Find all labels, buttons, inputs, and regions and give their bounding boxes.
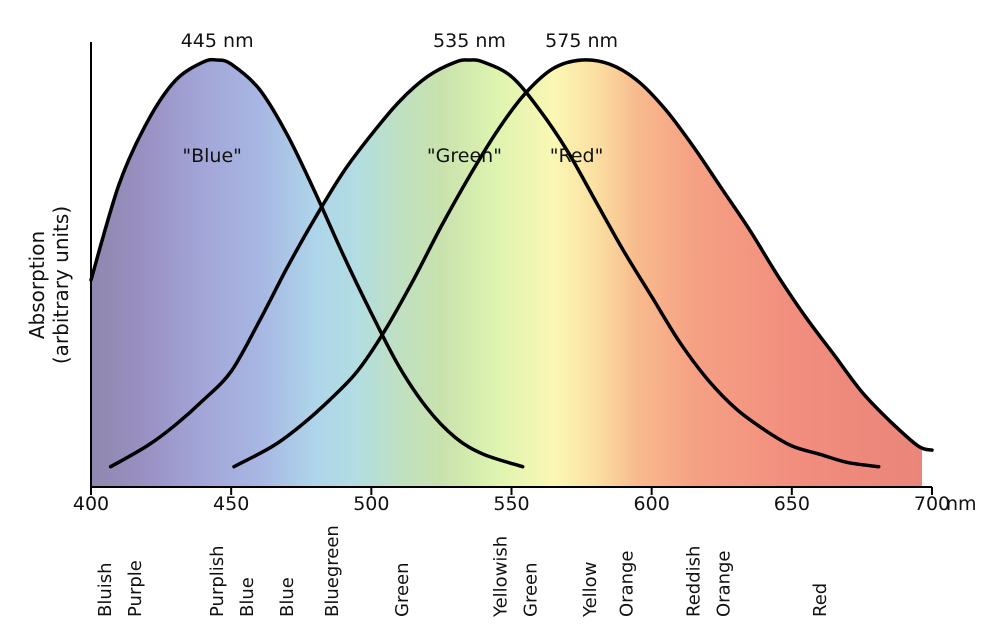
color-name-line: Red bbox=[810, 583, 831, 617]
color-name-line: Reddish bbox=[684, 546, 705, 617]
color-name-line: Bluegreen bbox=[322, 525, 343, 617]
color-name-line: Orange bbox=[616, 550, 637, 617]
color-name-line: Yellow bbox=[580, 562, 601, 618]
color-name-labels: Bluish Purple Purplish Blue Blue Bluegreen Gre… bbox=[95, 525, 831, 618]
color-name-line: Bluish bbox=[95, 562, 116, 617]
color-name: Blue bbox=[277, 577, 298, 617]
peak-label: 535 nm bbox=[433, 30, 506, 52]
color-name-line: Orange bbox=[714, 550, 735, 617]
color-name-line: Blue bbox=[277, 577, 298, 617]
y-axis-title: Absorption bbox=[25, 231, 49, 339]
color-name-line: Yellowish bbox=[490, 536, 511, 618]
color-name: Yellow bbox=[580, 562, 601, 618]
peak-label: 575 nm bbox=[545, 30, 618, 52]
color-name: Yellowish Green bbox=[490, 536, 541, 618]
color-name-line: Purple bbox=[125, 560, 146, 617]
color-name: Bluish Purple bbox=[95, 560, 146, 617]
curve-label: "Blue" bbox=[182, 145, 242, 167]
peak-label: 445 nm bbox=[181, 30, 254, 52]
x-tick-label: 650 bbox=[774, 493, 810, 515]
x-tick-label: 550 bbox=[493, 493, 529, 515]
color-name: Reddish Orange bbox=[684, 546, 735, 617]
curve-label: "Green" bbox=[427, 145, 502, 167]
peak-labels: 445 nm 535 nm 575 nm bbox=[181, 30, 618, 52]
x-tick-label: 500 bbox=[353, 493, 389, 515]
absorption-curves bbox=[89, 57, 934, 469]
color-name-line: Green bbox=[520, 562, 541, 617]
x-tick-label: 600 bbox=[634, 493, 670, 515]
color-name-line: Purplish bbox=[207, 545, 228, 617]
curve-label: "Red" bbox=[550, 145, 604, 167]
curve-red bbox=[232, 58, 934, 469]
color-name: Bluegreen bbox=[322, 525, 343, 617]
curve-blue bbox=[89, 57, 525, 469]
x-tick-label: 450 bbox=[213, 493, 249, 515]
color-name: Green bbox=[392, 562, 413, 617]
color-name-line: Green bbox=[392, 562, 413, 617]
x-axis-ticks: 400 450 500 550 600 650 700 bbox=[73, 487, 950, 515]
x-axis-unit: nm bbox=[946, 493, 977, 515]
color-name: Purplish Blue bbox=[207, 545, 258, 617]
y-axis-label: Absorption (arbitrary units) bbox=[25, 206, 73, 364]
curve-green bbox=[108, 58, 881, 469]
y-axis-subtitle: (arbitrary units) bbox=[49, 206, 73, 364]
x-tick-label: 400 bbox=[73, 493, 109, 515]
color-name: Red bbox=[810, 583, 831, 617]
curve-labels: "Blue" "Green" "Red" bbox=[182, 145, 603, 167]
color-name: Orange bbox=[616, 550, 637, 617]
x-tick-label: 700 bbox=[914, 493, 950, 515]
color-name-line: Blue bbox=[237, 577, 258, 617]
